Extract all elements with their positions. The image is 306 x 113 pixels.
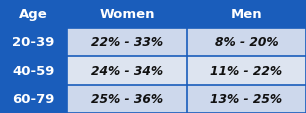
Bar bbox=[187, 85, 306, 113]
Bar bbox=[0, 56, 67, 85]
Bar bbox=[187, 28, 306, 56]
Bar bbox=[67, 28, 187, 56]
Bar bbox=[0, 85, 67, 113]
Text: 8% - 20%: 8% - 20% bbox=[215, 36, 278, 49]
Text: 13% - 25%: 13% - 25% bbox=[210, 92, 282, 105]
Bar bbox=[187, 56, 306, 85]
Text: Age: Age bbox=[19, 8, 48, 21]
Text: 22% - 33%: 22% - 33% bbox=[91, 36, 163, 49]
Bar bbox=[67, 0, 187, 28]
Text: Men: Men bbox=[230, 8, 262, 21]
Bar bbox=[0, 28, 67, 56]
Bar bbox=[67, 85, 187, 113]
Text: 25% - 36%: 25% - 36% bbox=[91, 92, 163, 105]
Text: 11% - 22%: 11% - 22% bbox=[210, 64, 282, 77]
Text: 60-79: 60-79 bbox=[13, 92, 55, 105]
Bar bbox=[187, 0, 306, 28]
Text: 24% - 34%: 24% - 34% bbox=[91, 64, 163, 77]
Text: Women: Women bbox=[99, 8, 155, 21]
Text: 20-39: 20-39 bbox=[13, 36, 55, 49]
Bar bbox=[0, 0, 67, 28]
Bar bbox=[67, 56, 187, 85]
Text: 40-59: 40-59 bbox=[13, 64, 55, 77]
